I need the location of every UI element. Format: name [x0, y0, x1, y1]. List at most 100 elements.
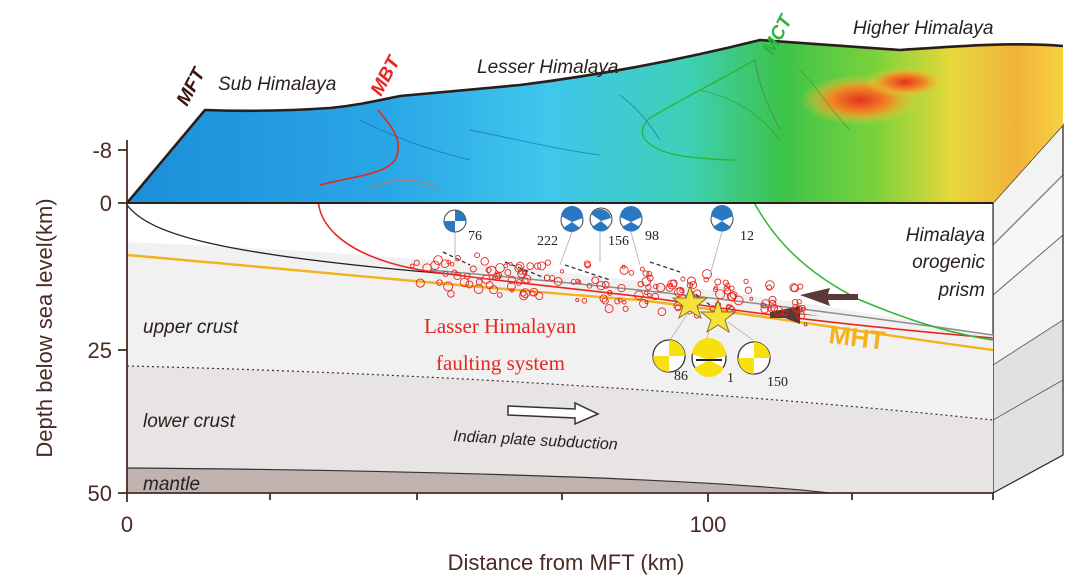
y-axis-label: Depth below sea level(km) — [32, 198, 57, 457]
seismic-event — [665, 283, 674, 292]
seismic-event — [430, 260, 440, 270]
mech-label-1: 1 — [727, 371, 734, 386]
seismic-event — [803, 322, 808, 327]
seismic-event — [642, 270, 649, 277]
seismic-event — [481, 274, 491, 284]
seismic-event — [553, 277, 563, 286]
seismic-event — [702, 269, 712, 280]
label-orogenic-1: Himalaya — [906, 225, 985, 246]
seismic-event — [703, 276, 709, 283]
seismic-event — [743, 278, 749, 285]
mech-label-222: 222 — [537, 234, 558, 249]
beachball-98 — [619, 206, 643, 232]
mechanism-connectors — [442, 251, 711, 306]
y-tick-50: 50 — [88, 481, 112, 506]
seismic-event — [601, 297, 609, 305]
beachball-222 — [560, 205, 584, 233]
seismic-event — [676, 287, 685, 296]
seismic-event — [729, 291, 738, 299]
seismic-event — [670, 279, 678, 287]
mech-label-86: 86 — [674, 369, 688, 384]
label-mbt: MBT — [367, 52, 406, 99]
seismic-event — [657, 307, 667, 316]
seismic-event — [559, 269, 565, 274]
seismic-event — [634, 290, 644, 300]
label-lasser-1: Lasser Himalayan — [424, 314, 577, 338]
seismic-event — [766, 306, 772, 312]
label-mantle: mantle — [143, 474, 200, 495]
beachball-1 — [691, 337, 727, 377]
seismic-event — [522, 274, 532, 284]
beachball-12 — [710, 205, 734, 232]
seismic-event — [583, 260, 591, 268]
seismic-event — [651, 292, 659, 301]
seismic-event — [715, 289, 726, 300]
seismic-event — [622, 305, 629, 312]
seismic-event — [781, 310, 788, 316]
seismic-event — [581, 297, 588, 304]
seismic-event — [586, 282, 593, 289]
seismic-event — [798, 304, 806, 312]
seismic-event — [722, 279, 729, 286]
label-higher-himalaya: Higher Himalaya — [853, 18, 993, 39]
seismic-event — [628, 269, 635, 276]
seismic-event — [503, 263, 508, 269]
seismic-event — [534, 262, 542, 270]
seismic-event — [485, 281, 494, 290]
seismic-event — [591, 276, 600, 285]
seismic-event — [529, 287, 539, 297]
seismic-event — [646, 271, 653, 277]
seismic-event — [607, 290, 613, 296]
seismic-event — [647, 292, 652, 298]
seismic-event — [621, 264, 626, 269]
beachball-150 — [737, 341, 771, 375]
seismic-event — [443, 281, 454, 292]
label-orogenic-2: orogenic — [912, 252, 985, 273]
seismic-event — [680, 276, 686, 282]
mech-label-76: 76 — [468, 229, 482, 244]
mech-label-150: 150 — [767, 375, 788, 390]
seismic-event — [474, 252, 480, 259]
seismic-event — [514, 264, 523, 273]
label-upper-crust: upper crust — [143, 317, 239, 338]
seismic-event — [674, 304, 682, 312]
label-lesser-himalaya: Lesser Himalaya — [477, 57, 619, 78]
y-tick-neg8: -8 — [92, 138, 112, 163]
seismic-event — [768, 300, 777, 308]
seismic-event — [570, 278, 577, 285]
seismic-event — [614, 298, 621, 305]
seismic-event — [508, 261, 513, 266]
label-orogenic-3: prism — [938, 280, 985, 301]
seismic-event — [449, 261, 455, 267]
seismic-event — [433, 255, 443, 265]
seismic-event — [469, 265, 477, 273]
seismic-event — [509, 288, 515, 293]
x-tick-0: 0 — [121, 512, 133, 537]
seismic-event — [601, 281, 610, 289]
seismic-event — [679, 288, 685, 293]
seismic-event — [645, 284, 652, 291]
seismic-event — [639, 266, 645, 272]
y-tick-0: 0 — [100, 191, 112, 216]
label-lower-crust: lower crust — [143, 411, 236, 432]
seismic-event — [723, 285, 730, 292]
beachball-76 — [443, 209, 467, 233]
topography-surface — [126, 38, 1064, 204]
seismic-event — [760, 305, 769, 314]
seismic-event — [504, 269, 512, 277]
seismic-event — [519, 291, 529, 301]
label-sub-himalaya: Sub Himalaya — [218, 74, 336, 95]
seismic-event — [604, 304, 614, 314]
x-tick-100: 100 — [690, 512, 727, 537]
star-icon — [699, 298, 737, 334]
seismic-event — [733, 295, 744, 306]
seismic-event — [617, 283, 626, 293]
seismic-event — [497, 292, 503, 298]
seismic-event — [453, 271, 462, 281]
seismic-event — [766, 284, 773, 291]
label-mft: MFT — [173, 64, 211, 110]
seismic-event — [491, 276, 497, 281]
subduction-arrow — [507, 401, 600, 426]
mech-label-98: 98 — [645, 229, 659, 244]
seismic-event — [465, 280, 474, 289]
